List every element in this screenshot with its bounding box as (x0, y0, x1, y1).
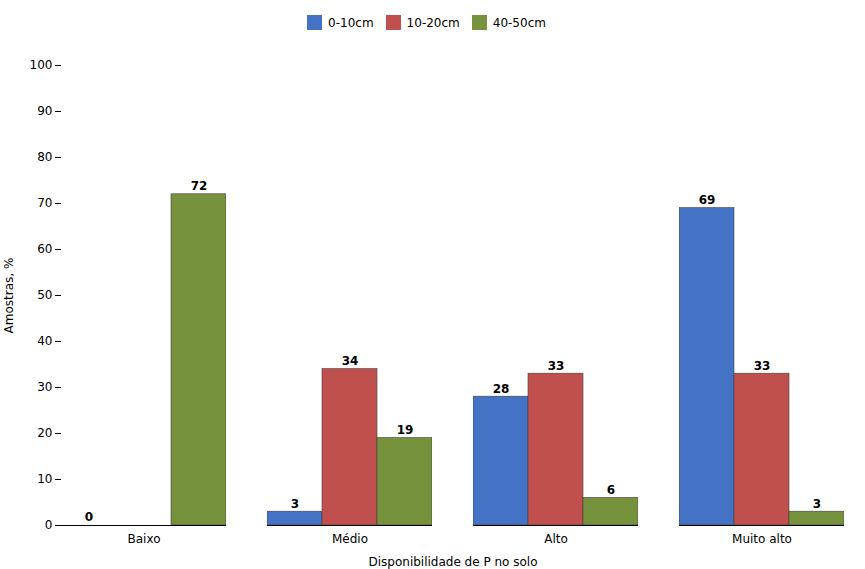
svg-text:20: 20 (37, 426, 52, 440)
svg-text:33: 33 (548, 359, 565, 373)
svg-text:60: 60 (37, 242, 52, 256)
html-text:10-20cm: 10-20cm (406, 15, 460, 30)
svg-text:19: 19 (397, 423, 414, 437)
svg-text:30: 30 (37, 380, 52, 394)
svg-text:70: 70 (37, 196, 52, 210)
svg-text:0: 0 (45, 518, 53, 532)
svg-text:3: 3 (813, 497, 821, 511)
svg-text:72: 72 (191, 179, 208, 193)
svg-text:Alto: Alto (544, 532, 568, 546)
svg-text:0: 0 (85, 510, 93, 524)
svg-text:Disponibilidade de P no solo: Disponibilidade de P no solo (368, 555, 537, 569)
svg-text:33: 33 (754, 359, 771, 373)
html-text:0-10cm: 0-10cm (328, 15, 374, 30)
svg-text:10: 10 (37, 472, 52, 486)
svg-text:100: 100 (30, 58, 53, 72)
svg-text:Médio: Médio (332, 532, 368, 546)
svg-text:80: 80 (37, 150, 52, 164)
svg-text:34: 34 (342, 354, 359, 368)
svg-text:90: 90 (37, 104, 52, 118)
svg-text:6: 6 (607, 483, 615, 497)
svg-text:Muito alto: Muito alto (732, 532, 792, 546)
svg-text:40: 40 (37, 334, 52, 348)
svg-text:Baixo: Baixo (128, 532, 161, 546)
svg-text:3: 3 (291, 497, 299, 511)
svg-text:69: 69 (699, 193, 716, 207)
svg-text:50: 50 (37, 288, 52, 302)
svg-text:Amostras, %: Amostras, % (2, 258, 16, 334)
html-text:40-50cm: 40-50cm (492, 15, 546, 30)
svg-text:28: 28 (493, 382, 510, 396)
